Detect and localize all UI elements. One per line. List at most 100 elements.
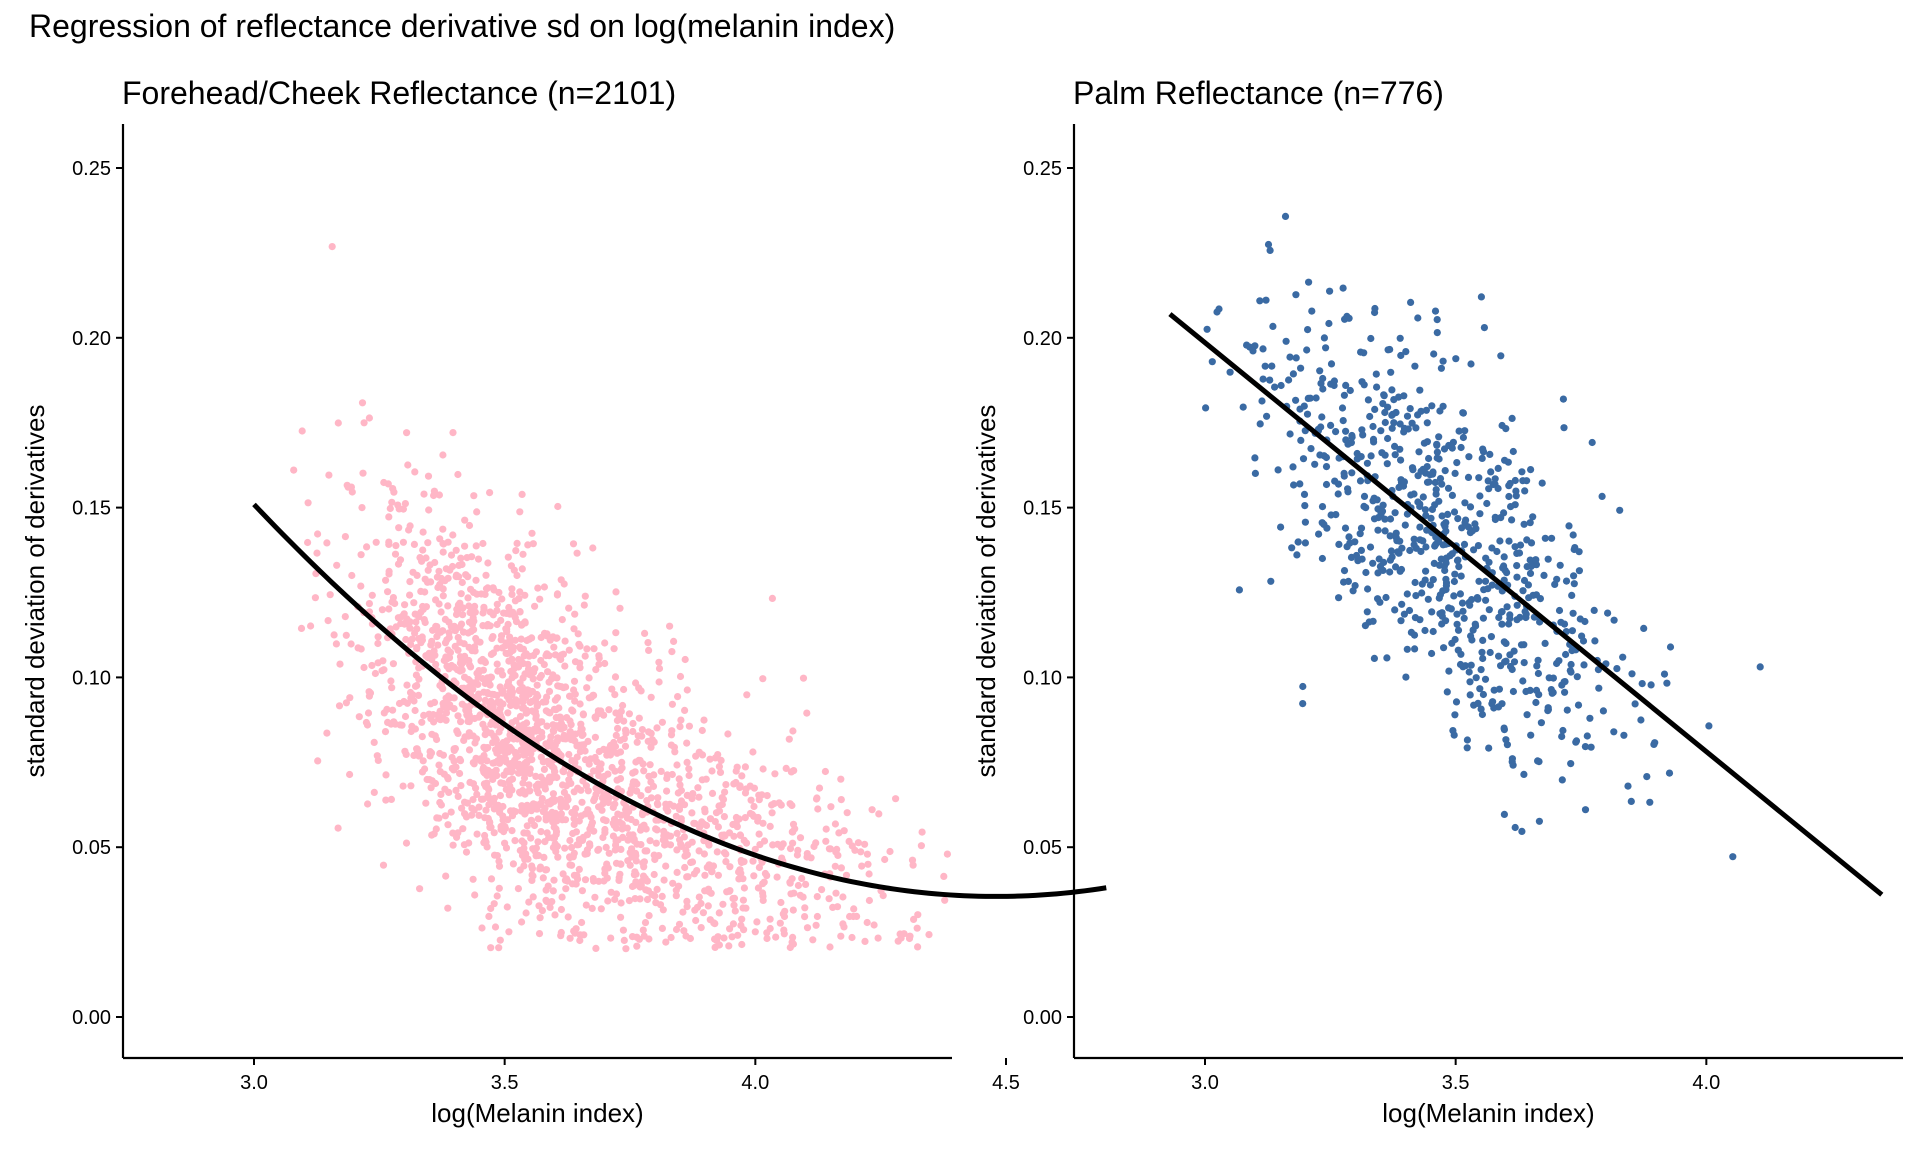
scatter-point: [471, 739, 479, 747]
scatter-point: [712, 809, 721, 817]
scatter-point: [677, 716, 685, 724]
scatter-point: [487, 944, 495, 952]
scatter-point: [1537, 719, 1545, 727]
scatter-point: [790, 889, 798, 897]
scatter-point: [875, 810, 883, 818]
scatter-point: [410, 540, 418, 549]
scatter-point: [472, 634, 480, 643]
scatter-point: [733, 763, 741, 771]
scatter-point: [1511, 823, 1519, 832]
scatter-point: [514, 885, 523, 893]
scatter-point: [638, 726, 647, 734]
scatter-point: [1563, 706, 1571, 714]
scatter-point: [493, 644, 501, 652]
scatter-point: [677, 797, 686, 805]
scatter-point: [1356, 477, 1365, 485]
scatter-point: [424, 539, 432, 547]
scatter-point: [385, 540, 393, 549]
scatter-point: [957, 874, 964, 881]
scatter-point: [754, 813, 762, 822]
scatter-point: [520, 829, 528, 837]
scatter-point: [637, 823, 646, 831]
scatter-point: [1301, 539, 1309, 547]
scatter-point: [1390, 396, 1398, 404]
scatter-point: [552, 825, 560, 833]
scatter-point: [1470, 546, 1478, 554]
scatter-point: [644, 639, 652, 647]
scatter-point: [481, 836, 489, 844]
scatter-point: [997, 802, 1004, 809]
scatter-point: [1342, 381, 1350, 389]
scatter-point: [612, 731, 620, 740]
scatter-point: [346, 694, 354, 702]
scatter-point: [570, 625, 578, 633]
scatter-point: [517, 645, 525, 653]
scatter-point: [600, 711, 608, 719]
scatter-point: [1371, 405, 1379, 413]
scatter-point: [955, 780, 962, 787]
scatter-point: [533, 702, 541, 710]
scatter-point: [1208, 358, 1216, 366]
scatter-point: [1271, 383, 1279, 391]
scatter-point: [629, 769, 637, 777]
scatter-point: [515, 763, 523, 771]
scatter-point: [485, 912, 493, 921]
scatter-point: [341, 533, 349, 541]
scatter-point: [1342, 427, 1350, 435]
scatter-point: [413, 645, 421, 653]
scatter-point: [484, 791, 492, 799]
scatter-point: [415, 752, 423, 760]
scatter-point: [1520, 770, 1528, 779]
scatter-point: [509, 646, 517, 654]
scatter-point: [365, 414, 373, 422]
scatter-point: [810, 842, 818, 851]
scatter-point: [763, 792, 771, 800]
scatter-point: [486, 704, 494, 712]
scatter-point: [837, 932, 845, 940]
scatter-point: [716, 768, 725, 777]
scatter-point: [406, 522, 414, 530]
scatter-point: [418, 718, 426, 726]
scatter-point: [1560, 620, 1569, 628]
scatter-point: [1454, 626, 1463, 634]
scatter-point: [610, 821, 618, 830]
scatter-point: [688, 809, 696, 817]
scatter-point: [620, 717, 628, 725]
scatter-point: [1251, 454, 1259, 462]
scatter-point: [617, 845, 625, 854]
scatter-point: [1362, 504, 1370, 512]
scatter-point: [1380, 391, 1388, 399]
scatter-point: [1619, 653, 1627, 661]
scatter-point: [698, 818, 706, 826]
scatter-point: [1351, 582, 1359, 590]
scatter-point: [571, 759, 579, 767]
scatter-point: [1438, 480, 1446, 488]
scatter-point: [1422, 406, 1430, 414]
scatter-point: [564, 913, 572, 921]
scatter-point: [507, 768, 515, 776]
scatter-point: [398, 612, 406, 621]
scatter-point: [347, 640, 355, 648]
scatter-point: [1418, 580, 1426, 588]
scatter-point: [388, 498, 396, 506]
scatter-point: [721, 788, 729, 796]
scatter-point: [621, 726, 630, 734]
scatter-point: [1417, 467, 1425, 475]
scatter-point: [497, 822, 505, 831]
scatter-point: [1374, 526, 1382, 534]
scatter-point: [608, 763, 616, 772]
scatter-point: [1392, 534, 1400, 542]
scatter-point: [475, 803, 483, 811]
scatter-point: [608, 685, 616, 693]
scatter-point: [573, 549, 581, 557]
scatter-point: [401, 619, 409, 627]
scatter-point: [566, 717, 574, 725]
scatter-point: [1433, 441, 1441, 449]
scatter-point: [1391, 451, 1399, 459]
scatter-point: [416, 554, 424, 562]
scatter-point: [1590, 606, 1598, 615]
scatter-point: [1412, 544, 1420, 552]
scatter-point: [1508, 516, 1516, 524]
scatter-point: [550, 797, 558, 806]
scatter-point: [1360, 381, 1368, 389]
